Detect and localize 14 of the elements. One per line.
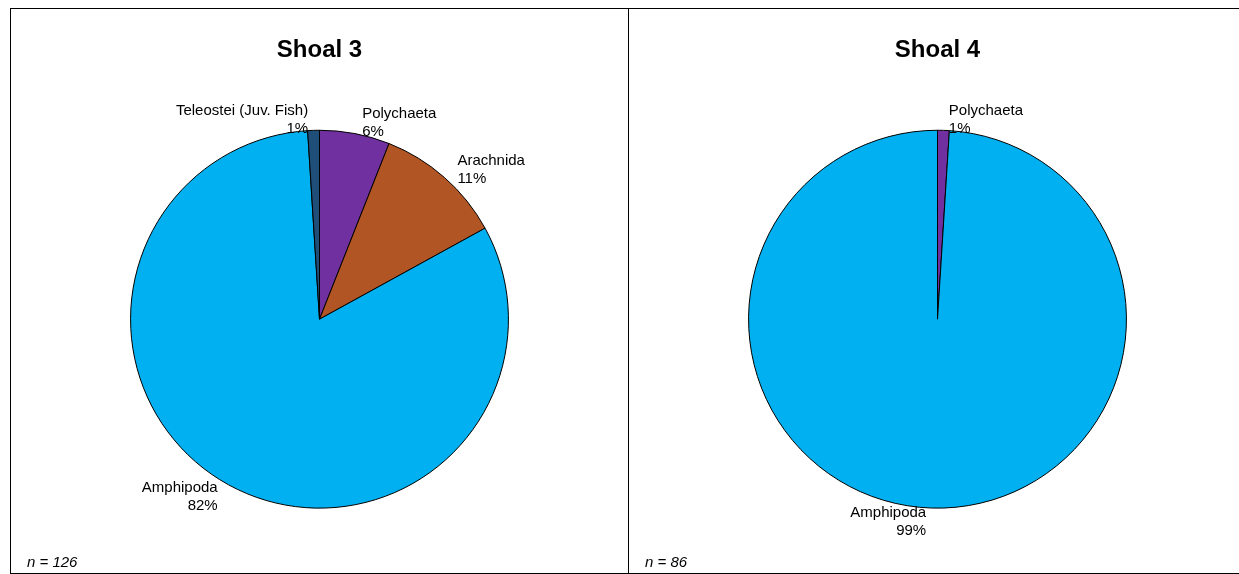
slice-label: Teleostei (Juv. Fish) — [175, 100, 309, 118]
slice-label: Polychaeta — [948, 100, 1024, 118]
data-label: 11% — [457, 168, 487, 186]
chart-title: Shoal 4 — [894, 34, 981, 62]
data-label: 99% — [896, 520, 927, 538]
data-label: 82% — [187, 495, 218, 513]
text: n = 86 — [645, 553, 688, 570]
chart-title: Shoal 3 — [276, 34, 363, 62]
slice-label: Polychaeta — [362, 104, 438, 122]
slice-label: Arachnida — [457, 150, 526, 168]
slice-label: Amphipoda — [850, 502, 927, 520]
data-label: 6% — [362, 122, 384, 140]
text: n = 126 — [27, 553, 79, 570]
slice-label: Amphipoda — [141, 477, 219, 495]
